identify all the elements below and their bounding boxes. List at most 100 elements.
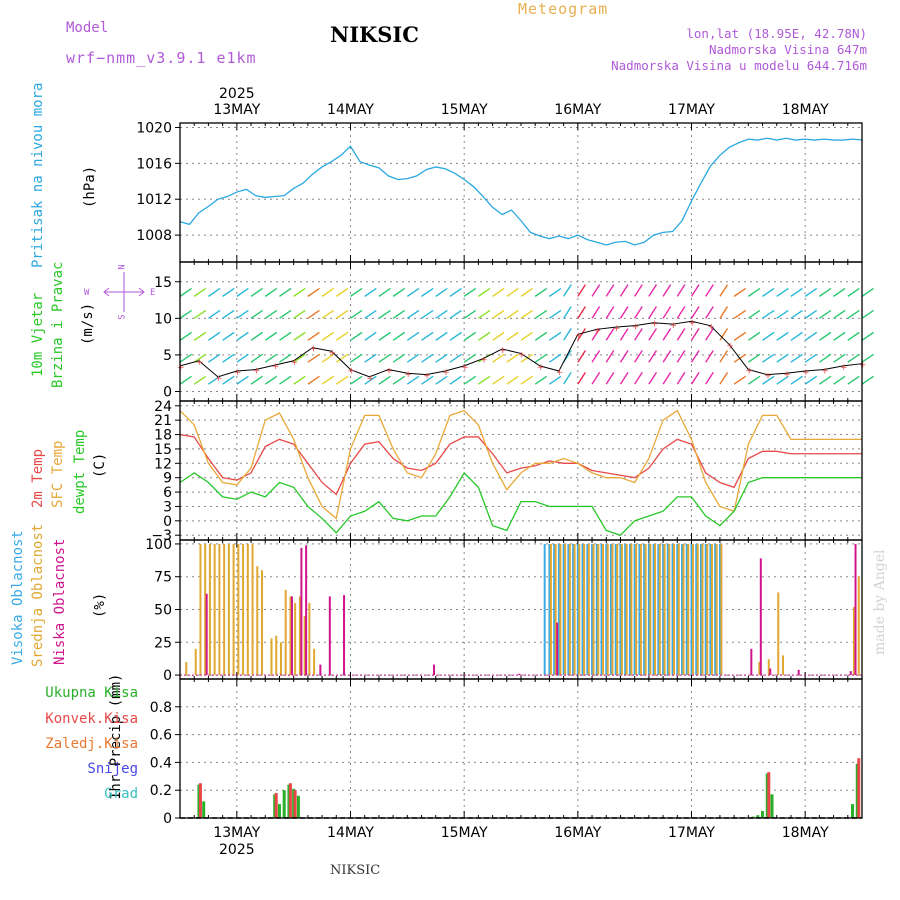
bar-cloud_high bbox=[572, 543, 575, 676]
wind-arrow bbox=[321, 353, 335, 363]
wind-arrow bbox=[648, 372, 658, 385]
bar-cloud_high bbox=[600, 543, 603, 676]
pressure-frame bbox=[179, 122, 863, 263]
wind-arrow bbox=[421, 353, 434, 363]
bar-cloud_high bbox=[619, 543, 622, 676]
wind-arrow bbox=[591, 372, 601, 385]
bar-cloud_high bbox=[595, 543, 598, 676]
wind-arrow bbox=[350, 287, 363, 297]
bar-cloud_mid bbox=[602, 543, 605, 676]
wind-arrow bbox=[662, 328, 672, 341]
bar-cloud_high bbox=[695, 543, 698, 676]
wind-arrow bbox=[307, 375, 320, 385]
bar-cloud_mid bbox=[298, 596, 301, 676]
bar-cloud_mid bbox=[620, 543, 623, 676]
wind-arrow bbox=[477, 375, 491, 385]
wind-arrow bbox=[477, 287, 491, 297]
wind-gust-marker: + bbox=[689, 318, 697, 328]
wind-arrow bbox=[747, 353, 761, 363]
wind-arrow bbox=[307, 353, 320, 363]
bar-cloud_mid bbox=[857, 576, 860, 676]
wind-arrow bbox=[705, 372, 714, 385]
wind-arrow bbox=[833, 331, 846, 341]
bar-precip_total bbox=[202, 801, 206, 818]
wind-arrow bbox=[492, 331, 505, 341]
wind-gust-marker: + bbox=[461, 363, 469, 373]
wind-arrow bbox=[463, 375, 477, 385]
wind-arrow bbox=[378, 309, 391, 319]
bar-cloud_mid bbox=[568, 543, 571, 676]
wind-arrow bbox=[364, 287, 377, 297]
bar-cloud_mid bbox=[630, 543, 633, 676]
wind-arrow bbox=[662, 306, 672, 319]
bottom-year-label: 2025 bbox=[219, 842, 255, 858]
bar-cloud_mid bbox=[303, 616, 306, 676]
wind-arrow bbox=[719, 372, 729, 385]
bar-cloud_high bbox=[666, 543, 669, 676]
wind-gust-marker: + bbox=[745, 367, 753, 377]
wind-gust-marker: + bbox=[215, 374, 223, 384]
bar-cloud_mid bbox=[194, 648, 197, 676]
bar-cloud_mid bbox=[682, 543, 685, 676]
bar-cloud_mid bbox=[673, 543, 676, 676]
bar-precip_conv bbox=[293, 790, 297, 818]
wind-arrow bbox=[847, 331, 860, 341]
wind-arrow bbox=[335, 309, 349, 319]
temperature-ytick-label: 6 bbox=[163, 485, 172, 501]
wind-arrow bbox=[776, 287, 789, 297]
wind-arrow bbox=[392, 309, 406, 319]
bottom-day-label: 16MAY bbox=[554, 825, 601, 841]
wind-arrow bbox=[747, 287, 761, 297]
bar-cloud_high bbox=[638, 543, 641, 676]
wind-frame bbox=[179, 261, 863, 402]
bar-cloud_high bbox=[557, 543, 560, 676]
wind-arrow bbox=[208, 375, 221, 385]
wind-arrow bbox=[534, 287, 548, 297]
bar-cloud_mid bbox=[710, 543, 713, 676]
wind-gust-marker: + bbox=[518, 350, 526, 360]
wind-arrow bbox=[335, 331, 349, 341]
wind-gust-marker: + bbox=[291, 358, 299, 368]
wind-ytick-label: 10 bbox=[154, 311, 172, 327]
bar-cloud_high bbox=[714, 543, 717, 676]
bar-cloud_mid bbox=[573, 543, 576, 676]
wind-gust-marker: + bbox=[556, 368, 564, 378]
temperature-ytick-label: 24 bbox=[154, 399, 172, 415]
bar-precip_conv bbox=[288, 783, 292, 818]
wind-arrow bbox=[719, 284, 729, 297]
wind-arrow bbox=[477, 309, 491, 319]
wind-arrow bbox=[719, 350, 729, 363]
temperature-ytick-label: −3 bbox=[151, 528, 172, 544]
wind-arrow bbox=[648, 306, 658, 319]
wind-arrow bbox=[833, 287, 846, 297]
bar-cloud_low bbox=[556, 622, 559, 676]
bar-cloud_high bbox=[681, 543, 684, 676]
wind-gust-marker: + bbox=[707, 323, 715, 333]
wind-arrow bbox=[364, 331, 377, 341]
bar-cloud_mid bbox=[654, 543, 657, 676]
wind-arrow bbox=[648, 328, 658, 341]
bar-cloud_high bbox=[628, 543, 631, 676]
wind-arrow bbox=[861, 309, 874, 319]
wind-arrow bbox=[364, 375, 377, 385]
wind-arrow bbox=[818, 353, 832, 363]
temperature-ytick-label: 21 bbox=[154, 413, 172, 429]
wind-arrow bbox=[534, 375, 548, 385]
wind-arrow bbox=[193, 331, 207, 341]
precip-grad-legend: Grad bbox=[104, 786, 138, 802]
precip-frame bbox=[179, 678, 863, 819]
bar-cloud_high bbox=[605, 543, 608, 676]
wind-gust-marker: + bbox=[859, 361, 867, 371]
bottom-day-label: 14MAY bbox=[327, 825, 374, 841]
wind-arrow bbox=[222, 287, 235, 297]
wind-arrow bbox=[705, 306, 714, 319]
precip-ytick-label: 0.6 bbox=[150, 728, 172, 744]
bar-cloud_high bbox=[586, 543, 589, 676]
wind-arrow bbox=[619, 306, 629, 319]
bar-cloud_mid bbox=[767, 659, 770, 676]
wind-arrow bbox=[378, 353, 391, 363]
wind-arrow bbox=[833, 309, 846, 319]
wind-arrow bbox=[421, 287, 434, 297]
bar-cloud_mid bbox=[289, 596, 292, 676]
